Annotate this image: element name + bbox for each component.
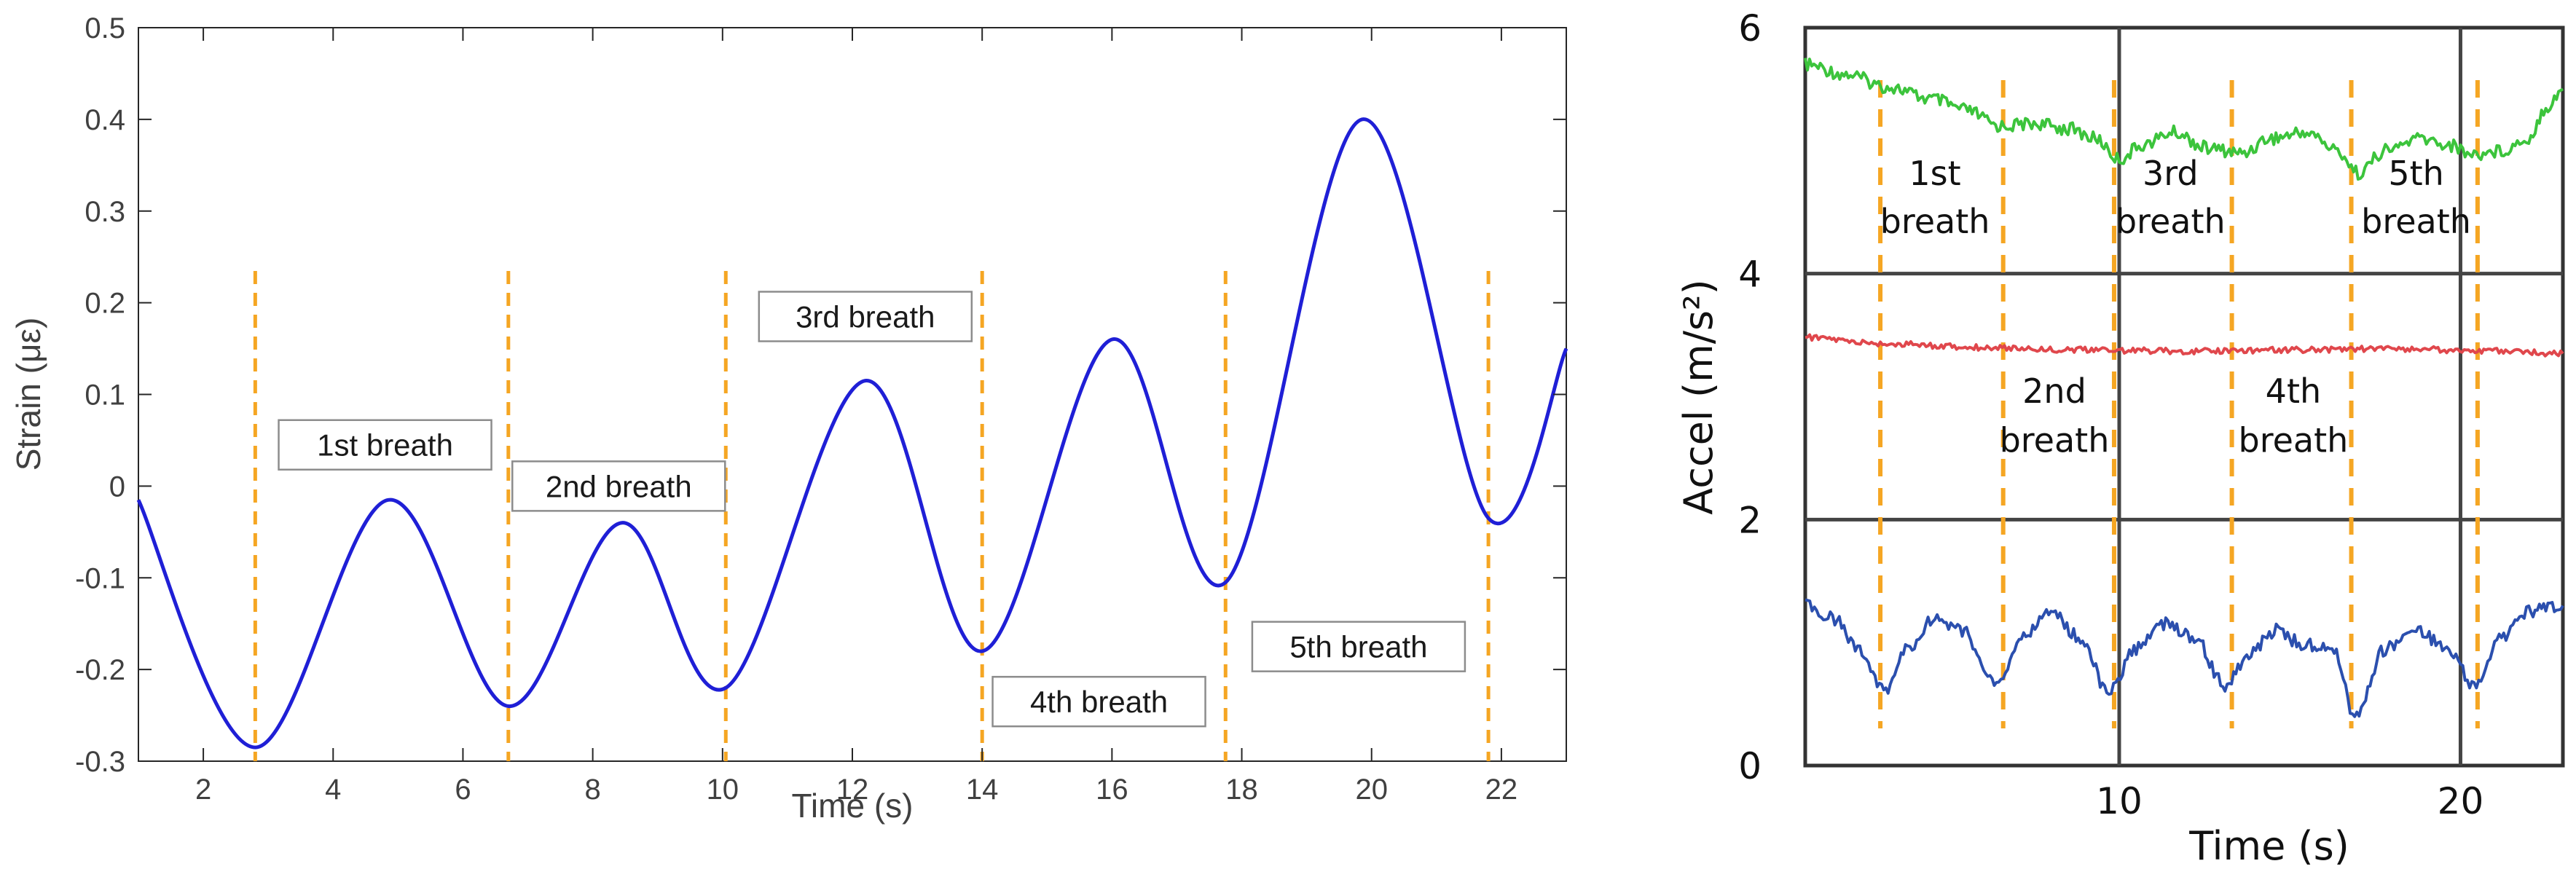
strain-annotation: 4th breath [991,675,1206,728]
strain-x-tick-label: 16 [1096,774,1128,806]
strain-y-ticks: -0.3 -0.2 -0.1 0 0.1 0.2 0.3 0.4 0.5 [75,12,1566,778]
accel-annotation-label: 2nd [2022,371,2086,411]
strain-annotation-box [278,419,492,471]
accel-y-ticks: 0 2 4 6 [1738,7,1762,787]
strain-y-tick-label: 0.2 [85,288,125,320]
strain-annotation: 2nd breath [511,460,726,512]
strain-x-tick-label: 18 [1225,774,1258,806]
strain-annotation-box [758,291,973,342]
strain-y-tick-label: 0.1 [85,379,125,412]
strain-series-line [136,117,1568,750]
accel-grid [1805,28,2563,766]
strain-x-ticks: 2 4 6 8 10 12 14 16 18 20 22 [195,28,1517,806]
strain-y-tick-label: -0.1 [75,562,125,594]
strain-annotation-label: 5th breath [1289,630,1427,664]
strain-annotation-label: 2nd breath [546,469,692,503]
accel-annotation-label: breath [1880,202,1990,241]
accel-y-tick-label: 0 [1738,745,1762,787]
strain-series [136,117,1568,750]
accel-annotation-label: 1st [1909,154,1960,193]
strain-annotation: 5th breath [1251,621,1466,672]
accel-y-tick-label: 4 [1738,253,1762,296]
strain-x-tick-label: 22 [1485,774,1518,806]
strain-annotation-box [1251,621,1466,672]
accel-annotation-label: 5th [2388,154,2443,193]
strain-x-tick-label: 4 [325,774,341,806]
accel-x-tick-label: 20 [2438,780,2484,822]
accel-annotations: 1st breath 3rd breath 5th breath 2nd breath 4th b… [1880,154,2471,460]
strain-x-axis-title: Time (s) [792,787,914,825]
accel-annotation-label: breath [2000,420,2110,460]
accel-series-line [1805,333,2564,358]
strain-annotation-label: 3rd breath [796,300,935,334]
accel-y-tick-label: 2 [1738,499,1762,541]
strain-chart: 1st breath 2nd breath 3rd breath 4th breath… [9,12,1568,825]
strain-annotation-label: 4th breath [1030,685,1168,719]
accel-x-axis-title: Time (s) [2188,823,2349,869]
strain-annotation-box [511,460,726,512]
accel-annotation-label: 4th [2266,371,2321,411]
accel-breath-markers [1878,80,2480,728]
accel-annotation-label: breath [2361,202,2471,241]
strain-x-tick-label: 20 [1355,774,1388,806]
strain-x-tick-label: 14 [966,774,999,806]
accel-x-ticks: 10 20 [2096,780,2483,822]
accel-series [1804,58,2564,718]
strain-y-tick-label: -0.2 [75,654,125,686]
strain-y-tick-label: 0.5 [85,12,125,44]
strain-annotation: 1st breath [278,419,492,471]
strain-annotation-label: 1st breath [317,428,453,463]
accel-y-tick-label: 6 [1738,7,1762,50]
strain-x-tick-label: 8 [585,774,601,806]
strain-y-tick-label: 0 [109,471,125,503]
strain-y-tick-label: 0.4 [85,104,125,136]
accel-annotation-label: breath [2116,202,2226,241]
strain-y-tick-label: -0.3 [75,746,125,778]
strain-x-tick-label: 6 [455,774,471,806]
strain-x-tick-label: 10 [707,774,739,806]
strain-y-tick-label: 0.3 [85,196,125,228]
accel-y-axis-title: Accel (m/s²) [1676,279,1721,514]
accel-annotation-label: breath [2239,420,2349,460]
accel-annotation-label: 3rd [2143,154,2199,193]
accel-chart: 1st breath 3rd breath 5th breath 2nd breath 4th b… [1676,7,2565,869]
strain-y-axis-title: Strain (με) [9,318,47,471]
accel-series-line [1805,598,2564,718]
strain-x-tick-label: 2 [195,774,211,806]
strain-annotation: 3rd breath [758,291,973,342]
accel-series-line [1804,58,2564,181]
strain-annotation-box [991,675,1206,728]
strain-annotations: 1st breath 2nd breath 3rd breath 4th breath… [278,291,1466,728]
strain-x-tick-label: 12 [836,774,869,806]
accel-x-tick-label: 10 [2096,780,2143,822]
